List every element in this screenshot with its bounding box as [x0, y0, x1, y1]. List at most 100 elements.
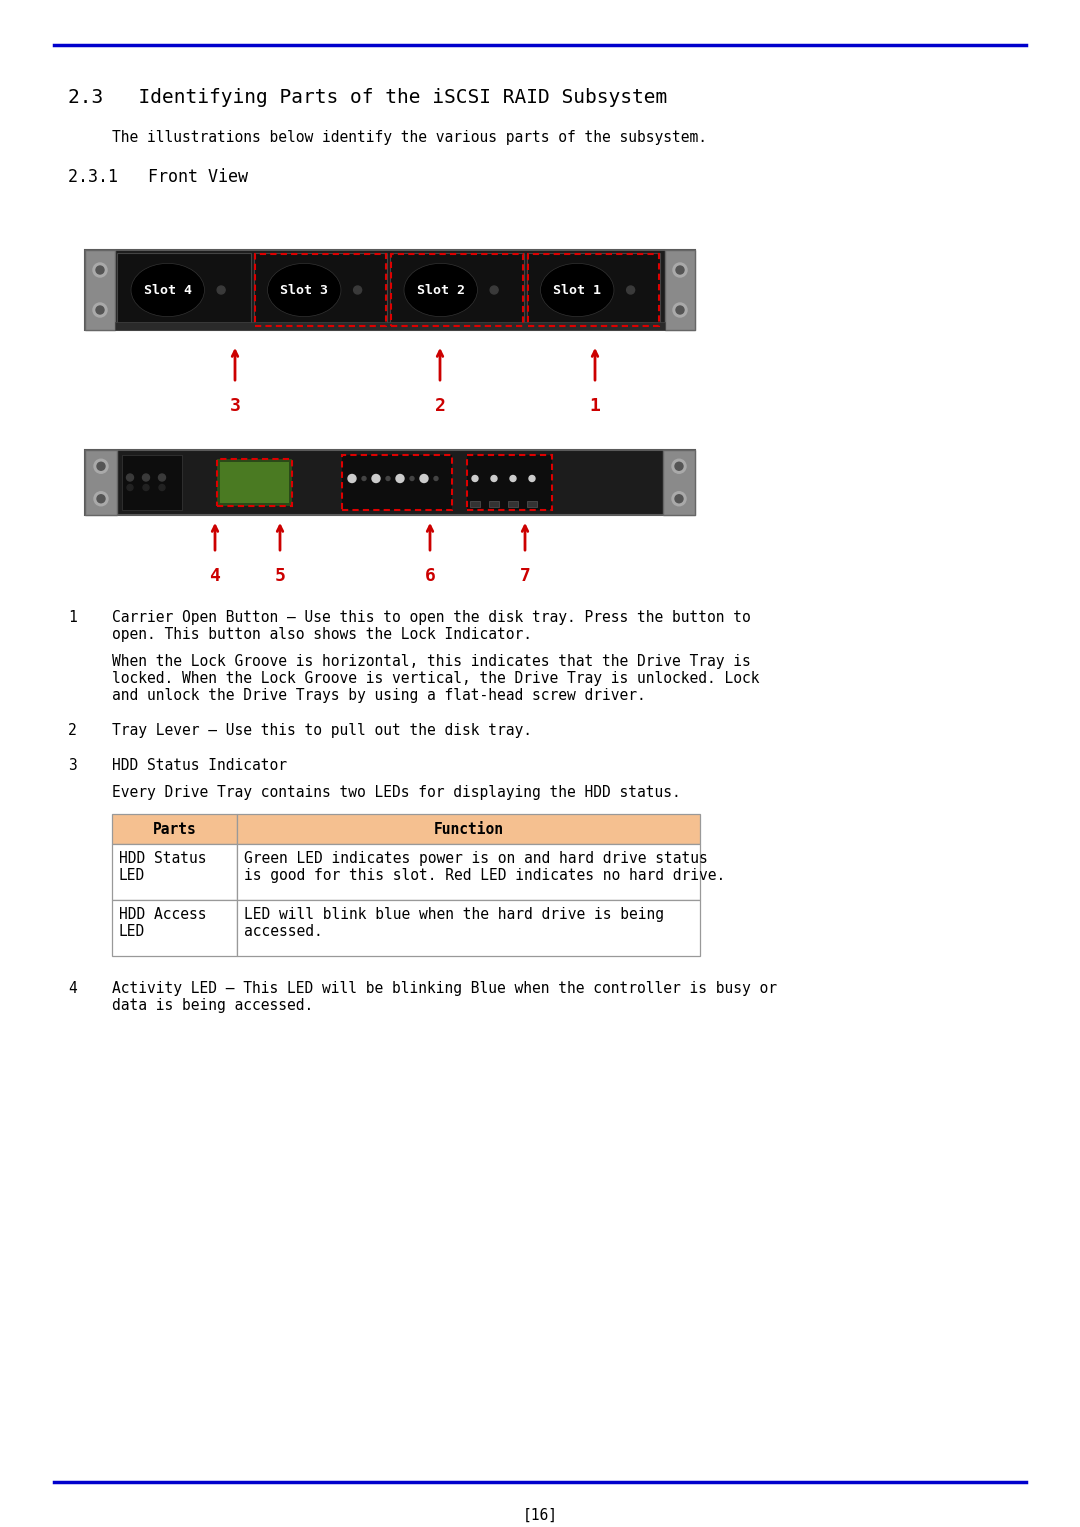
Circle shape: [410, 476, 414, 481]
Bar: [527, 253, 660, 327]
Bar: [665, 250, 696, 330]
Circle shape: [420, 475, 428, 483]
Text: 5: 5: [274, 567, 285, 585]
Bar: [391, 253, 523, 325]
Text: locked. When the Lock Groove is vertical, the Drive Tray is unlocked. Lock: locked. When the Lock Groove is vertical…: [112, 670, 759, 686]
Text: 1: 1: [590, 397, 600, 415]
Circle shape: [472, 475, 478, 481]
Text: 2: 2: [68, 724, 77, 738]
Circle shape: [97, 463, 105, 470]
Text: When the Lock Groove is horizontal, this indicates that the Drive Tray is: When the Lock Groove is horizontal, this…: [112, 654, 751, 669]
Text: 4: 4: [210, 567, 220, 585]
Circle shape: [159, 473, 165, 481]
Text: Slot 3: Slot 3: [280, 284, 328, 296]
Circle shape: [672, 460, 686, 473]
Text: 7: 7: [519, 567, 530, 585]
Bar: [508, 501, 518, 507]
Text: 4: 4: [68, 980, 77, 996]
Circle shape: [434, 476, 438, 481]
Bar: [114, 322, 665, 330]
Bar: [527, 253, 659, 325]
Circle shape: [673, 263, 687, 276]
Circle shape: [362, 476, 366, 481]
Bar: [122, 455, 183, 510]
Text: [16]: [16]: [523, 1509, 557, 1522]
Circle shape: [372, 475, 380, 483]
Circle shape: [96, 266, 104, 273]
Text: Tray Lever – Use this to pull out the disk tray.: Tray Lever – Use this to pull out the di…: [112, 724, 532, 738]
Bar: [85, 250, 114, 330]
Circle shape: [143, 484, 149, 490]
Text: LED will blink blue when the hard drive is being
accessed.: LED will blink blue when the hard drive …: [244, 907, 664, 939]
Bar: [255, 253, 386, 325]
Text: data is being accessed.: data is being accessed.: [112, 999, 313, 1012]
Text: Green LED indicates power is on and hard drive status
is good for this slot. Red: Green LED indicates power is on and hard…: [244, 851, 726, 884]
Circle shape: [490, 286, 498, 295]
Circle shape: [510, 475, 516, 481]
Circle shape: [676, 305, 684, 315]
Bar: [112, 844, 237, 899]
Bar: [112, 899, 237, 956]
Circle shape: [94, 492, 108, 505]
Bar: [85, 450, 696, 515]
Circle shape: [672, 492, 686, 505]
Text: The illustrations below identify the various parts of the subsystem.: The illustrations below identify the var…: [112, 130, 707, 145]
Ellipse shape: [404, 263, 477, 316]
Bar: [527, 501, 537, 507]
Bar: [342, 455, 453, 510]
Circle shape: [353, 286, 362, 295]
Ellipse shape: [131, 263, 204, 316]
Circle shape: [529, 475, 535, 481]
Circle shape: [348, 475, 356, 483]
Circle shape: [675, 463, 683, 470]
Circle shape: [159, 484, 165, 490]
Text: Slot 4: Slot 4: [144, 284, 192, 296]
Text: 3: 3: [230, 397, 241, 415]
Circle shape: [673, 302, 687, 318]
Circle shape: [93, 263, 107, 276]
Circle shape: [676, 266, 684, 273]
Text: Every Drive Tray contains two LEDs for displaying the HDD status.: Every Drive Tray contains two LEDs for d…: [112, 785, 680, 800]
Circle shape: [217, 286, 225, 295]
Text: 2: 2: [434, 397, 445, 415]
Bar: [217, 460, 292, 505]
Text: Activity LED – This LED will be blinking Blue when the controller is busy or: Activity LED – This LED will be blinking…: [112, 980, 777, 996]
Text: Slot 1: Slot 1: [553, 284, 602, 296]
Bar: [237, 814, 700, 844]
Bar: [663, 450, 696, 515]
Text: Parts: Parts: [152, 822, 197, 837]
Ellipse shape: [268, 263, 341, 316]
Circle shape: [97, 495, 105, 502]
Bar: [117, 253, 251, 327]
Bar: [390, 253, 524, 327]
Circle shape: [626, 286, 635, 295]
Bar: [467, 455, 552, 510]
Text: HDD Access
LED: HDD Access LED: [119, 907, 206, 939]
Circle shape: [96, 305, 104, 315]
Ellipse shape: [540, 263, 613, 316]
Text: 2.3.1   Front View: 2.3.1 Front View: [68, 168, 248, 186]
Circle shape: [126, 473, 134, 481]
Circle shape: [94, 460, 108, 473]
Text: and unlock the Drive Trays by using a flat-head screw driver.: and unlock the Drive Trays by using a fl…: [112, 689, 646, 702]
Bar: [220, 463, 289, 502]
Circle shape: [93, 302, 107, 318]
Bar: [470, 501, 480, 507]
Text: Carrier Open Button – Use this to open the disk tray. Press the button to: Carrier Open Button – Use this to open t…: [112, 609, 751, 625]
Bar: [489, 501, 499, 507]
Bar: [254, 253, 387, 327]
Text: Slot 2: Slot 2: [417, 284, 464, 296]
Circle shape: [675, 495, 683, 502]
Text: 6: 6: [424, 567, 435, 585]
Circle shape: [396, 475, 404, 483]
Circle shape: [491, 475, 497, 481]
Text: HDD Status Indicator: HDD Status Indicator: [112, 757, 287, 773]
Bar: [237, 899, 700, 956]
Bar: [85, 250, 696, 330]
Circle shape: [127, 484, 133, 490]
Bar: [85, 450, 117, 515]
Text: open. This button also shows the Lock Indicator.: open. This button also shows the Lock In…: [112, 628, 532, 641]
Text: HDD Status
LED: HDD Status LED: [119, 851, 206, 884]
Circle shape: [143, 473, 149, 481]
Text: 2.3   Identifying Parts of the iSCSI RAID Subsystem: 2.3 Identifying Parts of the iSCSI RAID …: [68, 89, 667, 107]
